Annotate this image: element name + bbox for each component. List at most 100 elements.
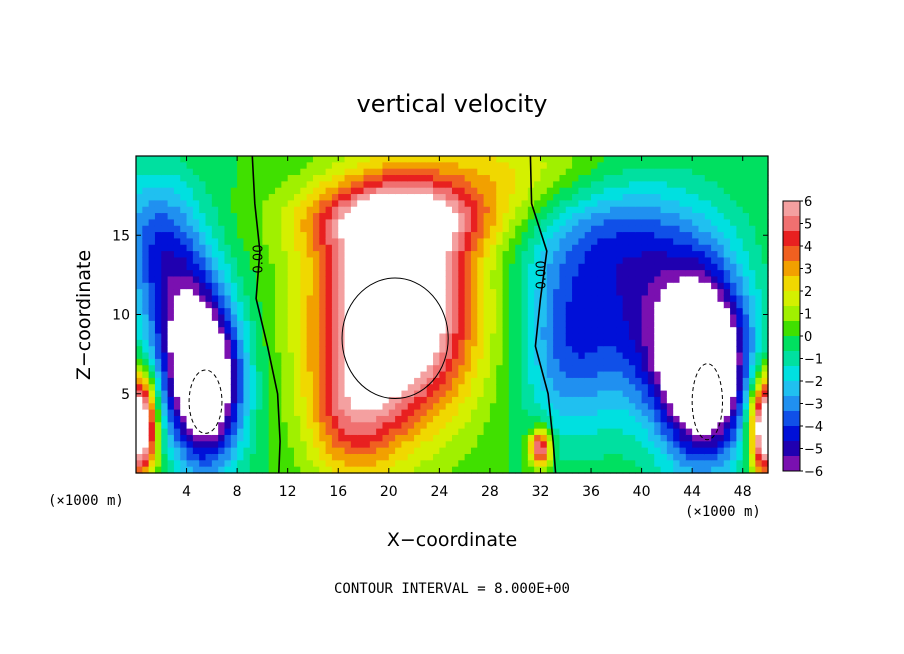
field-cell: [704, 460, 712, 468]
field-cell: [742, 377, 750, 385]
field-cell: [331, 238, 339, 246]
field-cell: [211, 409, 219, 417]
field-cell: [199, 339, 207, 347]
field-cell: [584, 409, 592, 417]
field-cell: [154, 225, 162, 233]
field-cell: [489, 384, 497, 392]
field-cell: [717, 308, 725, 316]
field-cell: [685, 371, 693, 379]
field-cell: [199, 415, 207, 423]
field-cell: [736, 225, 744, 233]
field-cell: [540, 434, 548, 442]
field-cell: [508, 181, 516, 189]
field-cell: [647, 181, 655, 189]
field-cell: [572, 422, 579, 430]
field-cell: [635, 263, 643, 271]
field-cell: [496, 289, 504, 297]
field-cell: [294, 156, 301, 163]
field-cell: [685, 365, 693, 373]
field-cell: [692, 409, 700, 417]
field-cell: [395, 358, 403, 366]
field-cell: [458, 156, 466, 163]
field-cell: [331, 371, 339, 379]
field-cell: [591, 371, 598, 379]
field-cell: [704, 441, 712, 449]
field-cell: [458, 232, 466, 240]
field-cell: [414, 384, 421, 392]
field-cell: [262, 232, 270, 240]
field-cell: [610, 244, 617, 252]
field-cell: [142, 415, 150, 423]
field-cell: [294, 168, 301, 176]
field-cell: [192, 314, 200, 322]
field-cell: [470, 327, 478, 335]
field-cell: [414, 156, 421, 163]
field-cell: [591, 403, 598, 411]
field-cell: [433, 206, 440, 214]
field-cell: [553, 156, 561, 163]
field-cell: [186, 276, 194, 284]
field-cell: [218, 257, 226, 265]
field-cell: [711, 308, 719, 316]
field-cell: [452, 333, 459, 341]
field-cell: [647, 156, 655, 163]
field-cell: [180, 320, 188, 328]
field-cell: [597, 409, 605, 417]
field-cell: [331, 320, 339, 328]
field-cell: [489, 181, 497, 189]
field-cell: [717, 327, 725, 335]
field-cell: [679, 263, 687, 271]
field-cell: [685, 428, 693, 436]
field-cell: [572, 187, 579, 195]
field-cell: [628, 422, 636, 430]
field-cell: [698, 168, 706, 176]
field-cell: [647, 314, 655, 322]
field-cell: [230, 314, 238, 322]
field-cell: [584, 434, 592, 442]
field-cell: [350, 409, 358, 417]
field-cell: [382, 453, 390, 461]
field-cell: [294, 194, 301, 201]
field-cell: [312, 390, 320, 398]
field-cell: [287, 320, 295, 328]
field-cell: [508, 377, 516, 385]
field-cell: [369, 422, 377, 430]
field-cell: [275, 333, 282, 341]
field-cell: [565, 333, 573, 341]
field-cell: [167, 257, 175, 265]
field-cell: [395, 295, 403, 303]
field-cell: [161, 428, 169, 436]
field-cell: [401, 415, 409, 423]
field-cell: [173, 175, 181, 182]
field-cell: [635, 251, 643, 259]
field-cell: [749, 320, 756, 328]
field-cell: [300, 352, 308, 360]
field-cell: [192, 466, 200, 474]
field-cell: [610, 358, 617, 366]
field-cell: [439, 320, 447, 328]
field-cell: [388, 358, 396, 366]
field-cell: [268, 327, 276, 335]
field-cell: [559, 441, 567, 449]
field-cell: [704, 238, 712, 246]
field-cell: [578, 206, 586, 214]
field-cell: [325, 327, 333, 335]
field-cell: [628, 390, 636, 398]
field-cell: [534, 257, 542, 265]
field-cell: [376, 295, 384, 303]
field-cell: [401, 320, 409, 328]
field-cell: [628, 244, 636, 252]
field-cell: [489, 244, 497, 252]
field-cell: [622, 175, 630, 182]
field-cell: [445, 422, 453, 430]
field-cell: [717, 282, 725, 290]
field-cell: [401, 295, 409, 303]
field-cell: [243, 441, 251, 449]
field-cell: [173, 263, 181, 271]
field-cell: [230, 415, 238, 423]
field-cell: [597, 270, 605, 278]
field-cell: [711, 314, 719, 322]
field-cell: [711, 409, 719, 417]
field-cell: [452, 403, 459, 411]
field-cell: [180, 434, 188, 442]
